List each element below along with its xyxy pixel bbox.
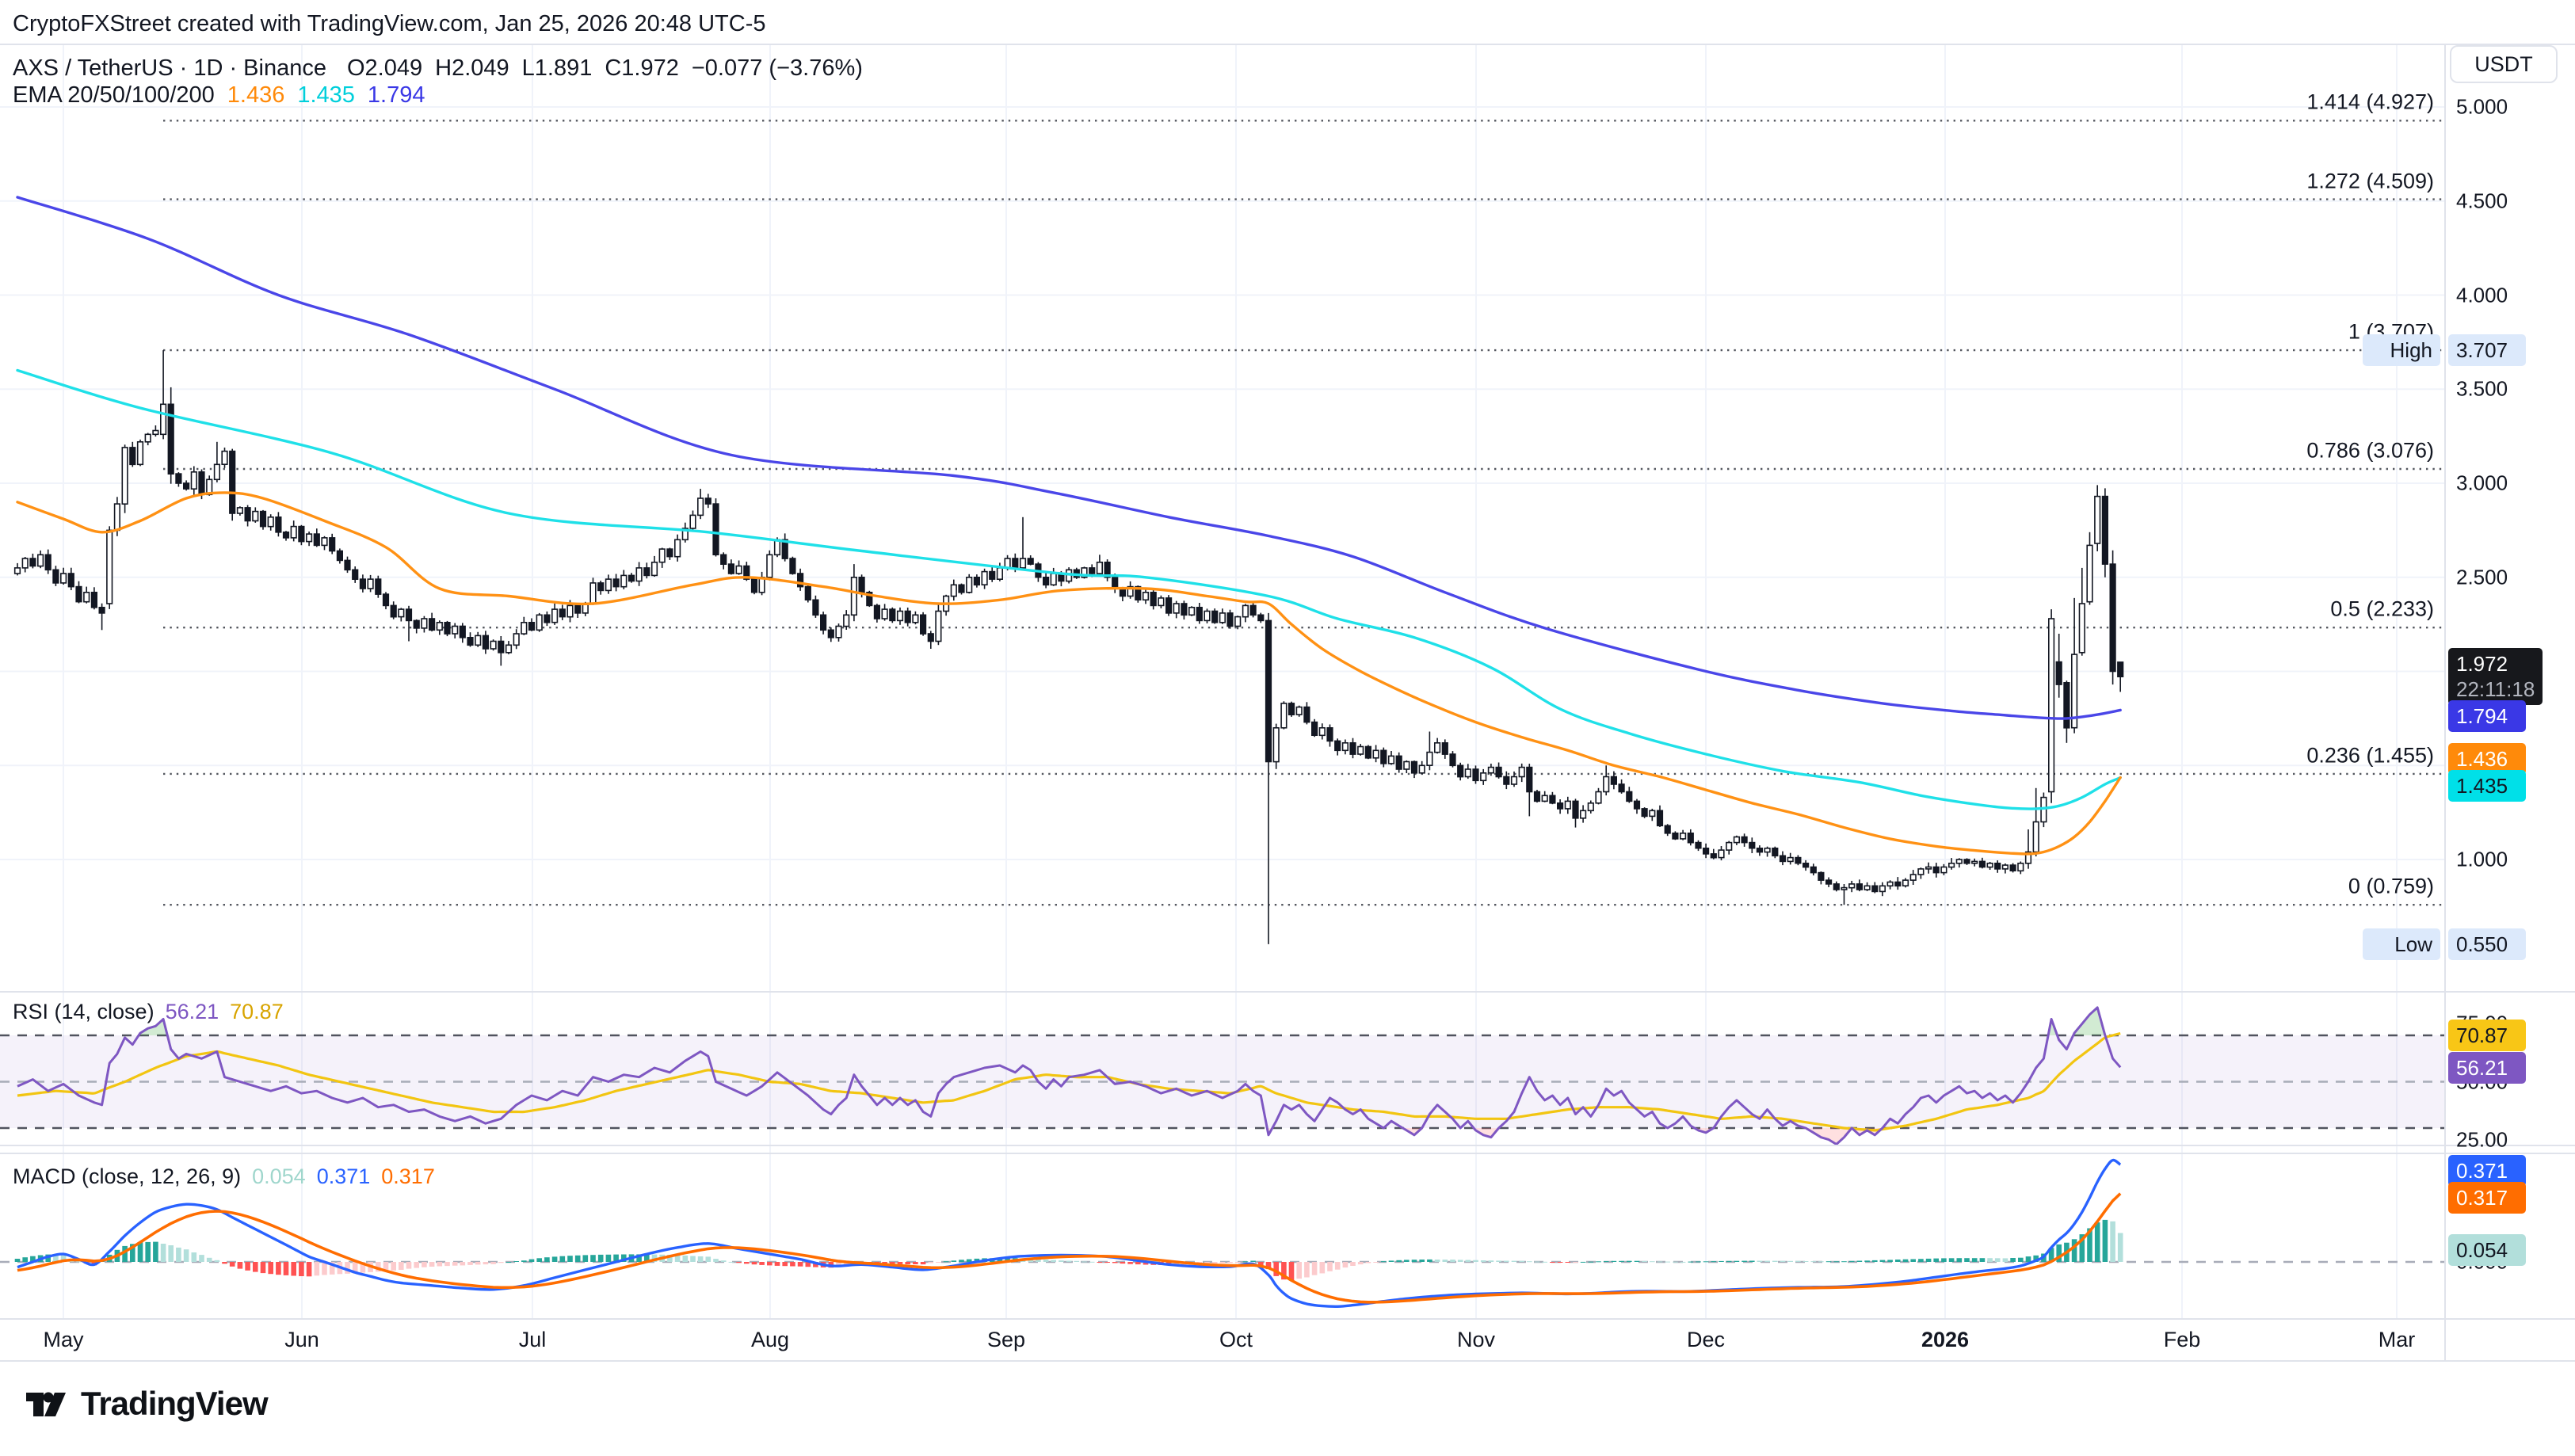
macd-chip-0.054: 0.054: [2448, 1234, 2526, 1266]
rsi-chip-56.21: 56.21: [2448, 1052, 2526, 1084]
ohlc-close: C1.972: [605, 55, 679, 81]
currency-toggle-button[interactable]: USDT: [2450, 45, 2558, 83]
time-tick-Oct: Oct: [1219, 1328, 1253, 1351]
time-tick-May: May: [43, 1328, 84, 1351]
rsi-chip-70.87: 70.87: [2448, 1020, 2526, 1051]
low-value-chip: 0.550: [2448, 928, 2526, 960]
price-tick-3.500: 3.500: [2456, 376, 2508, 401]
ema200-value: 1.794: [367, 82, 425, 108]
ohlc-high: H2.049: [435, 55, 509, 81]
high-value-chip: 3.707: [2448, 334, 2526, 367]
ohlc-change: −0.077 (−3.76%): [691, 55, 863, 81]
fib-level-label: 0 (0.759): [2348, 874, 2434, 898]
time-tick-Mar: Mar: [2378, 1328, 2416, 1351]
price-tick-2.500: 2.500: [2456, 565, 2508, 589]
rsi-ma-value: 70.87: [230, 1000, 284, 1023]
high-word-chip: High: [2363, 334, 2440, 367]
time-tick-2026: 2026: [1921, 1328, 1970, 1351]
fib-level-label: 1.272 (4.509): [2306, 169, 2434, 193]
fib-level-label: 0.5 (2.233): [2330, 597, 2434, 621]
time-tick-Dec: Dec: [1686, 1328, 1726, 1351]
macd-signal-value: 0.317: [381, 1164, 435, 1188]
time-tick-Feb: Feb: [2163, 1328, 2201, 1351]
macd-hist-value: 0.054: [252, 1164, 306, 1188]
ema-price-chip-1.435: 1.435: [2448, 770, 2526, 802]
ohlc-low: L1.891: [521, 55, 593, 81]
rsi-tick-25.00: 25.00: [2456, 1127, 2508, 1152]
tradingview-logo[interactable]: TradingView: [22, 1380, 269, 1427]
price-tick-4.500: 4.500: [2456, 189, 2508, 213]
fib-level-label: 1.414 (4.927): [2306, 90, 2434, 114]
attribution-text: CryptoFXStreet created with TradingView.…: [13, 11, 766, 36]
ema-legend: EMA 20/50/100/200 1.436 1.435 1.794: [13, 82, 425, 109]
tradingview-logo-icon: [26, 1392, 66, 1416]
ema-price-chip-1.436: 1.436: [2448, 743, 2526, 775]
ema50-value: 1.436: [227, 82, 285, 108]
rsi-value: 56.21: [165, 1000, 219, 1023]
tradingview-logo-text: TradingView: [81, 1385, 269, 1422]
fib-level-label: 0.786 (3.076): [2306, 438, 2434, 463]
price-tick-1.000: 1.000: [2456, 847, 2508, 871]
macd-chip-0.371: 0.371: [2448, 1155, 2526, 1187]
symbol-title: AXS / TetherUS · 1D · Binance: [13, 55, 326, 81]
low-word-chip: Low: [2363, 928, 2440, 960]
rsi-legend-label: RSI (14, close): [13, 1000, 154, 1023]
ema100-value: 1.435: [297, 82, 355, 108]
time-tick-Jul: Jul: [518, 1328, 547, 1351]
symbol-legend: AXS / TetherUS · 1D · Binance O2.049 H2.…: [13, 55, 863, 82]
last-price-chip: 1.972 22:11:18: [2448, 648, 2543, 706]
price-tick-4.000: 4.000: [2456, 283, 2508, 307]
ema-legend-label: EMA 20/50/100/200: [13, 82, 215, 108]
macd-chip-0.317: 0.317: [2448, 1182, 2526, 1214]
fib-level-label: 0.236 (1.455): [2306, 743, 2434, 768]
ema-price-chip-1.794: 1.794: [2448, 700, 2526, 732]
price-tick-5.000: 5.000: [2456, 94, 2508, 119]
ohlc-open: O2.049: [346, 55, 423, 81]
time-tick-Nov: Nov: [1456, 1328, 1496, 1351]
rsi-legend: RSI (14, close) 56.21 70.87: [13, 1000, 284, 1024]
macd-legend: MACD (close, 12, 26, 9) 0.054 0.371 0.31…: [13, 1164, 435, 1189]
macd-legend-label: MACD (close, 12, 26, 9): [13, 1164, 242, 1188]
macd-line-value: 0.371: [316, 1164, 371, 1188]
price-tick-3.000: 3.000: [2456, 471, 2508, 495]
time-tick-Aug: Aug: [750, 1328, 790, 1351]
time-tick-Sep: Sep: [986, 1328, 1026, 1351]
time-tick-Jun: Jun: [284, 1328, 319, 1351]
